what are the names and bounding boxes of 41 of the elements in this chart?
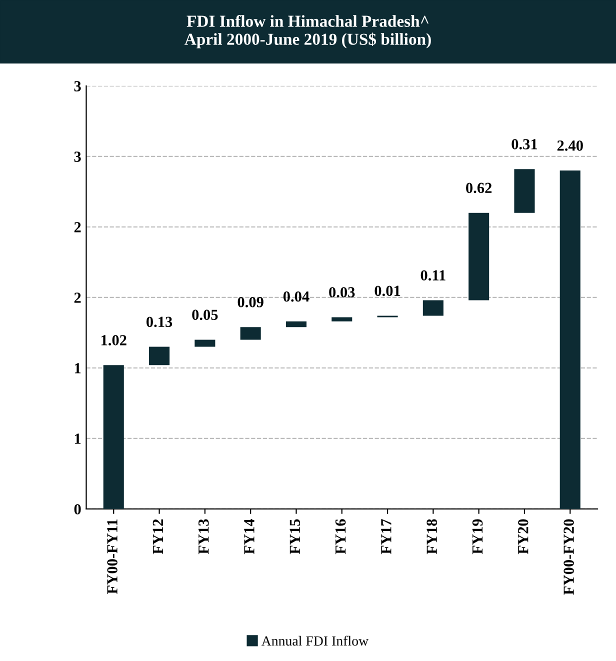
data-label: 2.40 — [557, 140, 583, 151]
y-tick-label: 2 — [74, 292, 81, 303]
data-label: 0.31 — [512, 139, 538, 150]
bar — [514, 169, 535, 213]
bar — [286, 321, 306, 328]
x-tick-label: FY00-FY11 — [107, 519, 118, 594]
data-label: 1.02 — [101, 335, 126, 346]
data-label: 0.11 — [420, 270, 446, 281]
x-tick-label: FY00-FY20 — [564, 519, 574, 595]
x-tick-label: FY13 — [198, 519, 209, 554]
data-label: 0.09 — [238, 296, 264, 308]
data-label: 0.01 — [374, 286, 400, 296]
x-tick-label: FY19 — [472, 519, 483, 554]
y-tick-label: 1 — [74, 434, 81, 444]
y-tick-label: 1 — [74, 363, 81, 374]
x-tick-label: FY16 — [335, 519, 346, 554]
x-tick-label: FY15 — [290, 519, 300, 554]
bar — [332, 317, 352, 322]
bar — [422, 300, 444, 316]
bar — [560, 170, 580, 509]
y-tick-label: 3 — [74, 152, 81, 162]
y-tick-label: 2 — [74, 222, 81, 232]
data-label: 0.13 — [146, 316, 172, 328]
legend-label: Annual FDI Inflow — [261, 636, 369, 646]
x-tick-label: FY17 — [381, 519, 392, 554]
y-tick-label: 3 — [74, 81, 81, 92]
bar — [240, 327, 261, 340]
bar — [194, 340, 216, 347]
bar — [149, 346, 170, 366]
y-tick-label: 0 — [74, 504, 81, 514]
data-label: 0.04 — [283, 291, 310, 302]
x-tick-label: FY18 — [426, 519, 438, 554]
x-tick-label: FY14 — [244, 518, 254, 554]
bar — [468, 212, 490, 300]
x-tick-label: FY20 — [518, 519, 528, 554]
data-label: 0.62 — [466, 182, 492, 194]
chart-title: FDI Inflow in Himachal Pradesh^ April 2000-June 2019 (US$ billion) — [184, 14, 431, 48]
x-tick-label: FY12 — [152, 519, 163, 554]
data-label: 0.03 — [329, 287, 355, 298]
bar — [103, 365, 124, 509]
data-label: 0.05 — [192, 310, 218, 320]
